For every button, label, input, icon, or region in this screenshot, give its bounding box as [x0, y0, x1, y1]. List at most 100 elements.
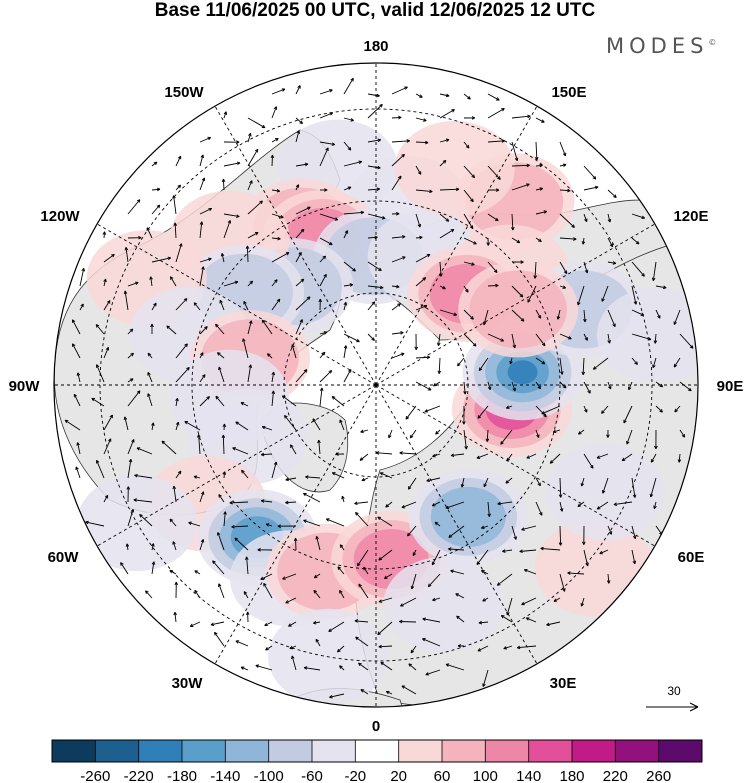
- wind-vector: [343, 333, 360, 343]
- map-title: Base 11/06/2025 00 UTC, valid 12/06/2025…: [154, 0, 596, 21]
- wind-vector: [169, 518, 177, 527]
- wind-vector: [151, 161, 158, 167]
- wind-vector: [166, 325, 177, 335]
- wind-vector: [271, 88, 286, 95]
- wind-vector: [535, 405, 547, 418]
- wind-vector: [174, 581, 179, 599]
- wind-vector: [463, 261, 475, 266]
- wind-vector: [414, 333, 419, 350]
- wind-vector: [559, 163, 567, 167]
- wind-vector: [127, 328, 134, 335]
- wind-vector: [136, 447, 153, 455]
- wind-vector: [559, 573, 566, 592]
- wind-vector: [478, 620, 489, 625]
- colorbar-swatch: [355, 740, 400, 762]
- wind-vector: [631, 357, 638, 365]
- wind-vector: [339, 544, 345, 551]
- wind-vector: [407, 477, 417, 490]
- wind-vector: [601, 405, 609, 414]
- wind-vector: [422, 638, 441, 647]
- wind-vector: [247, 180, 253, 191]
- wind-vector: [360, 689, 369, 695]
- wind-vector: [91, 397, 105, 407]
- colorbar-frame: [51, 739, 703, 763]
- wind-vector: [229, 500, 249, 505]
- wind-vector: [343, 345, 348, 359]
- wind-vector: [343, 210, 365, 215]
- wind-vector: [319, 273, 327, 287]
- wind-vector: [455, 593, 465, 599]
- wind-vector: [172, 485, 177, 503]
- wind-vector: [631, 477, 637, 498]
- wind-vector: [271, 189, 281, 193]
- wind-vector: [343, 261, 356, 272]
- wind-vector: [607, 213, 612, 223]
- wind-vector: [415, 355, 431, 360]
- wind-vector: [408, 663, 417, 671]
- wind-vector: [240, 402, 249, 407]
- wind-vector: [583, 309, 587, 323]
- wind-vector: [496, 573, 513, 586]
- wind-vector: [631, 285, 638, 305]
- wind-vector: [511, 525, 517, 540]
- wind-vector: [439, 138, 450, 143]
- wind-vector: [216, 532, 225, 551]
- wind-vector: [271, 236, 281, 241]
- wind-vector: [583, 165, 597, 180]
- wind-vector: [318, 298, 323, 311]
- wind-vector: [281, 395, 297, 407]
- wind-vector: [210, 621, 225, 627]
- wind-vector: [295, 319, 303, 335]
- wind-vector: [315, 638, 321, 647]
- wind-vector: [655, 309, 661, 319]
- wind-vector: [127, 352, 134, 359]
- wind-vector: [487, 381, 492, 391]
- wind-vector: [613, 501, 633, 507]
- wind-vector: [151, 256, 172, 263]
- wind-vector: [425, 669, 441, 676]
- wind-vector: [172, 541, 177, 551]
- wind-vector: [303, 666, 321, 671]
- wind-vector: [234, 537, 249, 551]
- wind-vector: [445, 501, 465, 510]
- wind-vector: [295, 85, 301, 95]
- wind-vector: [415, 165, 422, 175]
- wind-vector: [487, 213, 499, 222]
- wind-vector: [457, 357, 465, 367]
- wind-vector: [212, 560, 225, 575]
- wind-vector: [235, 421, 249, 431]
- wind-vector: [540, 546, 561, 551]
- wind-vector: [559, 237, 577, 241]
- wind-vector: [343, 186, 352, 191]
- wind-vector: [577, 501, 585, 508]
- wind-vector: [263, 582, 273, 599]
- wind-vector: [583, 333, 588, 341]
- wind-vector: [260, 499, 273, 503]
- wind-vector: [401, 501, 417, 509]
- colorbar-swatch: [442, 740, 486, 762]
- wind-vector: [367, 187, 381, 191]
- wind-vector: [339, 665, 345, 671]
- wind-vector: [139, 513, 153, 527]
- wind-vector: [285, 597, 297, 604]
- wind-vector: [463, 381, 467, 395]
- wind-vector: [435, 429, 441, 435]
- wind-vector: [384, 573, 393, 579]
- label-lon-30e: 30E: [550, 675, 577, 692]
- wind-vector: [607, 333, 611, 344]
- wind-vector: [487, 139, 505, 143]
- wind-vector: [319, 141, 336, 146]
- wind-vector: [123, 290, 129, 311]
- wind-vector: [231, 525, 249, 529]
- wind-vector: [175, 155, 182, 167]
- wind-vector: [407, 525, 417, 537]
- wind-vector: [221, 178, 226, 191]
- wind-vector: [378, 549, 393, 561]
- wind-vector: [509, 357, 513, 365]
- colorbar-tick-label: 20: [390, 768, 407, 783]
- wind-vector: [291, 344, 297, 359]
- wind-vector: [377, 621, 393, 636]
- wind-vector: [487, 333, 505, 342]
- wind-vector: [199, 396, 210, 407]
- wind-vector: [175, 397, 179, 407]
